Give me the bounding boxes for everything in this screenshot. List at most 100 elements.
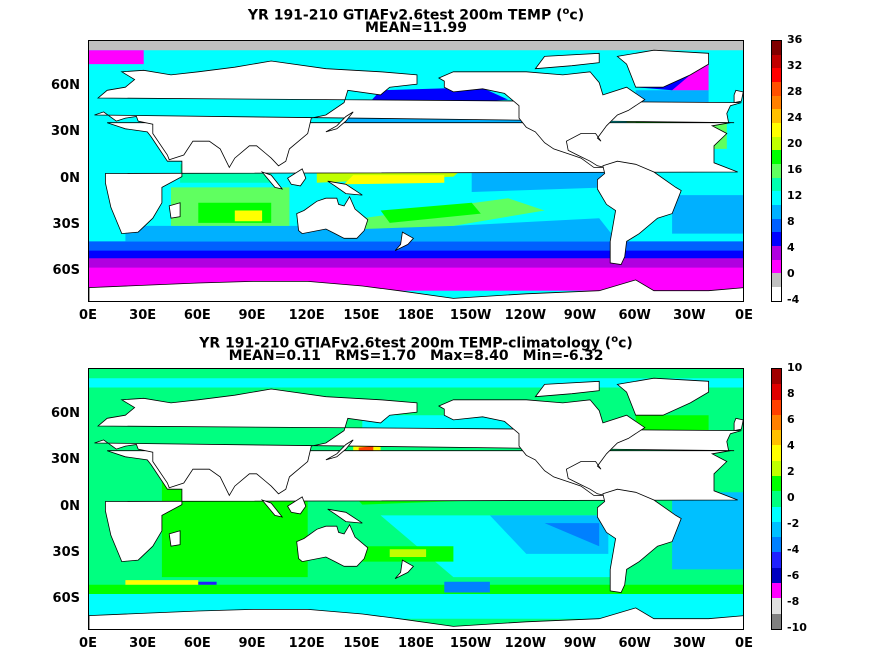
chart2-landmass (325, 439, 354, 461)
chart2-colorbar-swatch (772, 460, 781, 476)
chart2-landmass (438, 399, 646, 496)
chart2-colorbar-swatch (772, 430, 781, 446)
chart1-colorbar (771, 40, 782, 302)
chart1-colorbar-swatch (772, 205, 781, 219)
chart2-colorbar-swatch (772, 521, 781, 538)
chart2-x-tick-label: 120E (288, 636, 325, 651)
chart2-value-region (389, 549, 427, 557)
chart1-colorbar-swatch (772, 68, 781, 83)
chart1-landmass (733, 89, 743, 104)
chart1-colorbar-swatch (772, 164, 781, 178)
chart1-colorbar-tick-label: 32 (787, 59, 803, 72)
chart1-value-region (471, 172, 609, 192)
chart2-colorbar-tick-label: -8 (787, 595, 800, 608)
chart1-y-tick-label: 60S (52, 263, 80, 279)
chart1-colorbar-swatch (772, 109, 781, 124)
chart1-value-region (344, 175, 445, 185)
chart2-x-tick-label: 60E (183, 636, 211, 651)
chart2-colorbar-tick-label: -10 (787, 621, 807, 634)
chart1-colorbar-swatch (772, 82, 781, 96)
chart1-value-region (125, 218, 618, 242)
chart1-landmass (296, 195, 369, 239)
chart1-x-tick-label: 0E (79, 308, 97, 323)
chart2-y-tick-label: 60S (52, 591, 80, 607)
chart2-map (88, 368, 744, 630)
chart1-value-region (89, 41, 743, 51)
chart2-colorbar-tick-label: -4 (787, 543, 800, 556)
chart1-value-region (234, 210, 263, 222)
chart1-value-region (672, 195, 743, 234)
chart1-value-region (380, 202, 481, 223)
chart1-value-region (89, 50, 144, 65)
chart2-colorbar-swatch (772, 582, 781, 599)
chart2-colorbar-swatch (772, 613, 781, 629)
chart2-colorbar-swatch (772, 445, 781, 461)
chart1-landmass (438, 71, 646, 168)
chart2-title: YR 191-210 GTIAFv2.6test 200m TEMP-clima… (199, 334, 633, 352)
chart1-y-tick-label: 60N (51, 78, 80, 94)
chart1-colorbar-swatch (772, 191, 781, 206)
chart1-colorbar-tick-label: 4 (787, 241, 795, 254)
chart1-field (89, 41, 743, 301)
chart1-landmass (168, 202, 181, 219)
chart2-x-tick-label: 180E (397, 636, 435, 651)
chart2-x-tick-label: 60W (618, 636, 651, 651)
chart2-x-tick-label: 30E (129, 636, 157, 651)
chart2-field (89, 369, 743, 629)
chart2-landmass (394, 559, 415, 579)
chart2-landmass (94, 388, 742, 497)
chart2-landmass (596, 488, 682, 593)
chart1-stats: MEAN=11.99 (364, 20, 468, 36)
chart2-colorbar-tick-label: 8 (787, 387, 795, 400)
chart1-map (88, 40, 744, 302)
chart1-colorbar-swatch (772, 218, 781, 233)
chart1-landmass (327, 180, 363, 196)
chart2-value-region (444, 581, 490, 593)
chart2-colorbar-tick-label: -6 (787, 569, 800, 582)
chart1-colorbar-tick-label: 28 (787, 85, 803, 98)
chart2-colorbar-tick-label: 6 (787, 413, 795, 426)
chart2-colorbar-tick-label: 2 (787, 465, 795, 478)
chart2-colorbar-swatch (772, 384, 781, 400)
chart2-colorbar-swatch (772, 598, 781, 614)
chart1-x-tick-label: 0E (735, 308, 753, 323)
chart1-colorbar-swatch (772, 232, 781, 247)
chart1-x-tick-label: 30E (129, 308, 157, 323)
chart1-y-tick-label: 0N (60, 170, 80, 186)
chart2-colorbar-swatch (772, 475, 781, 492)
chart1-colorbar-swatch (772, 136, 781, 151)
chart1-colorbar-swatch (772, 259, 781, 274)
chart1-x-tick-label: 30W (673, 308, 706, 323)
chart2-landmass (534, 380, 600, 398)
chart2-colorbar-tick-label: 4 (787, 439, 795, 452)
chart2-landmass (733, 417, 743, 432)
chart2-value-region (161, 476, 308, 578)
chart2-x-tick-label: 0E (735, 636, 753, 651)
chart1-landmass (616, 49, 709, 88)
chart2-colorbar-tick-label: 0 (787, 491, 795, 504)
chart1-x-tick-label: 150E (343, 308, 380, 323)
chart2-y-tick-label: 60N (51, 406, 80, 422)
chart2-colorbar (771, 368, 782, 630)
chart2-landmass (296, 523, 369, 567)
chart2-colorbar-tick-label: 10 (787, 361, 803, 374)
chart2-x-tick-label: 120W (504, 636, 547, 651)
chart2-stats: MEAN=0.11 RMS=1.70 Max=8.40 Min=-6.32 (228, 348, 604, 364)
chart1-landmass (260, 171, 284, 190)
chart2-y-tick-label: 30N (51, 452, 80, 468)
chart2-value-region (125, 580, 199, 585)
chart1-landmass (394, 231, 415, 251)
chart1-colorbar-tick-label: 24 (787, 111, 803, 124)
chart1-colorbar-swatch (772, 54, 781, 69)
chart1-colorbar-tick-label: 16 (787, 163, 803, 176)
chart2-y-tick-label: 30S (52, 544, 80, 560)
chart1-x-tick-label: 150W (449, 308, 492, 323)
chart1-colorbar-swatch (772, 150, 781, 165)
chart1-colorbar-tick-label: -4 (787, 293, 800, 306)
chart1-landmass (89, 279, 743, 301)
chart2-landmass (287, 496, 307, 515)
chart1-title: YR 191-210 GTIAFv2.6test 200m TEMP (oc) (247, 6, 585, 24)
chart1-landmass (94, 60, 742, 169)
chart2-colorbar-swatch (772, 537, 781, 553)
chart1-x-tick-label: 120W (504, 308, 547, 323)
